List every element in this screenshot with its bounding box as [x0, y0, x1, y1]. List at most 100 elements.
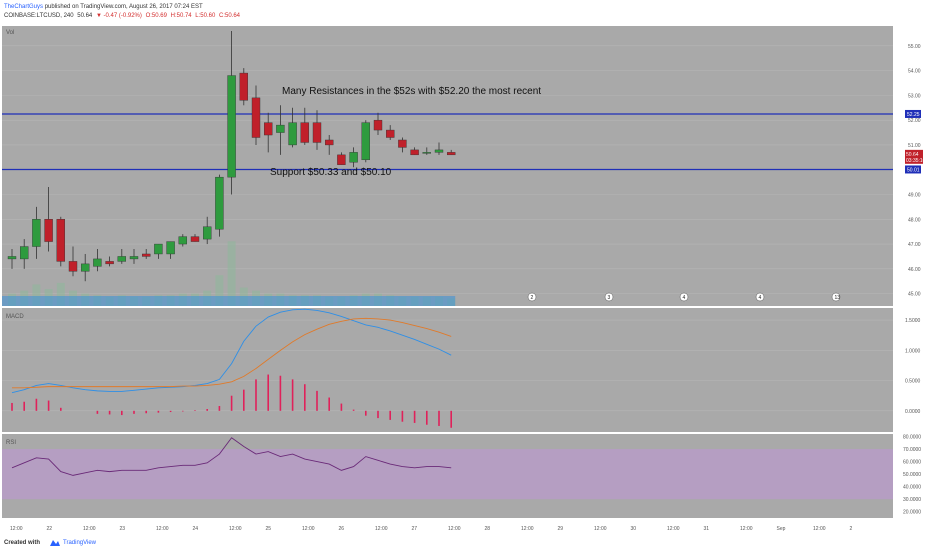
volume-bar: [56, 282, 65, 306]
created-with-label: Created with: [4, 540, 41, 546]
last-price-tag: [905, 149, 923, 158]
time-axis-label: 26: [339, 526, 345, 532]
volume-bar: [215, 275, 224, 306]
macd-pane-label: MACD: [6, 314, 24, 320]
candle-body[interactable]: [227, 75, 236, 178]
candle-body[interactable]: [202, 226, 212, 240]
volume-bar: [227, 241, 236, 306]
candle-body[interactable]: [7, 256, 17, 260]
rsi-band: [2, 449, 893, 500]
symbol-label: COINBASE:LTCUSD, 240: [4, 13, 74, 19]
event-marker-icon[interactable]: [755, 292, 765, 302]
candle-body[interactable]: [141, 253, 151, 257]
event-marker-icon[interactable]: [604, 292, 614, 302]
time-axis-label: 12:00: [448, 526, 461, 532]
rsi-tick-label: 70.0000: [903, 447, 921, 453]
author-link[interactable]: TheChartGuys: [4, 4, 44, 10]
candle-body[interactable]: [215, 176, 224, 230]
event-marker-icon[interactable]: [831, 292, 841, 302]
candle-body[interactable]: [373, 119, 383, 131]
last-price-label: 03:35:10: [906, 158, 926, 164]
candle-body[interactable]: [32, 219, 41, 247]
candle-body[interactable]: [264, 122, 273, 136]
candle-body[interactable]: [117, 256, 127, 262]
candle-body[interactable]: [288, 122, 297, 146]
macd-tick-label: 0.0000: [905, 409, 921, 415]
rsi-tick-label: 60.0000: [903, 460, 921, 466]
candle-body[interactable]: [239, 72, 249, 101]
rsi-axis-background: [893, 434, 932, 518]
price-tick-label: 46.00: [908, 267, 921, 273]
time-axis-label: 12:00: [594, 526, 607, 532]
event-marker-count: 3: [608, 295, 611, 301]
candle-body[interactable]: [56, 219, 65, 262]
candle-body[interactable]: [386, 129, 395, 138]
price-change: ▼ -0.47 (-0.92%): [95, 13, 142, 19]
chart-canvas[interactable]: 45.0046.0047.0048.0049.0050.0051.0052.00…: [0, 24, 932, 536]
event-marker-count: 2: [531, 295, 534, 301]
candle-body[interactable]: [178, 236, 188, 245]
event-marker-count: 4: [683, 295, 686, 301]
resistance-annotation: Many Resistances in the $52s with $52.20…: [282, 86, 541, 97]
publish-info: TheChartGuys published on TradingView.co…: [4, 3, 203, 11]
candle-body[interactable]: [190, 236, 200, 242]
rsi-tick-label: 30.0000: [903, 497, 921, 503]
candle-body[interactable]: [80, 263, 90, 272]
time-axis-label: Sep: [777, 526, 786, 532]
candle-body[interactable]: [337, 154, 346, 165]
candle-body[interactable]: [447, 152, 456, 156]
candle-body[interactable]: [20, 246, 29, 260]
last-price-label: 50.64: [906, 152, 919, 158]
price-tick-label: 52.00: [908, 118, 921, 124]
candle-body[interactable]: [349, 152, 358, 163]
tradingview-logo-icon: [50, 540, 60, 546]
candle-body[interactable]: [434, 149, 444, 153]
price-tick-label: 53.00: [908, 93, 921, 99]
candle-body[interactable]: [93, 258, 102, 267]
candle-body[interactable]: [276, 124, 285, 133]
time-axis-label: 22: [47, 526, 53, 532]
event-marker-icon[interactable]: [527, 292, 537, 302]
level-price-tag: [905, 109, 921, 118]
candle-body[interactable]: [105, 261, 114, 265]
time-axis-label: 23: [120, 526, 126, 532]
candle-body[interactable]: [422, 152, 431, 154]
chart-header: TheChartGuys published on TradingView.co…: [0, 0, 932, 24]
event-marker-icon[interactable]: [679, 292, 689, 302]
tradingview-brand[interactable]: TradingView: [63, 540, 97, 546]
rsi-tick-label: 40.0000: [903, 485, 921, 491]
candle-body[interactable]: [300, 122, 309, 143]
volume-bar: [32, 284, 41, 306]
time-axis-label: 12:00: [302, 526, 315, 532]
price-tick-label: 55.00: [908, 44, 921, 50]
last-price-tag: [905, 155, 923, 164]
candle-body[interactable]: [129, 256, 139, 260]
candle-body[interactable]: [44, 219, 53, 242]
time-axis-label: 12:00: [667, 526, 680, 532]
event-marker-count: 13: [835, 295, 841, 301]
chart-footer: Created with TradingView: [0, 536, 932, 550]
level-price-label: 52.25: [907, 112, 920, 118]
macd-tick-label: 1.5000: [905, 318, 921, 324]
low-value: L:50.60: [195, 13, 216, 19]
time-axis-label: 12:00: [375, 526, 388, 532]
rsi-line: [11, 437, 452, 476]
time-axis-label: 12:00: [83, 526, 96, 532]
published-text: published on TradingView.com, August 26,…: [44, 4, 203, 10]
candle-body[interactable]: [68, 261, 78, 272]
candle-body[interactable]: [325, 139, 334, 146]
macd-tick-label: 0.5000: [905, 379, 921, 385]
open-value: O:50.69: [145, 13, 167, 19]
candle-body[interactable]: [251, 97, 261, 138]
candle-body[interactable]: [410, 149, 419, 156]
candle-body[interactable]: [154, 243, 163, 255]
candle-body[interactable]: [166, 241, 175, 255]
candle-body[interactable]: [398, 139, 407, 148]
time-axis-label: 25: [266, 526, 272, 532]
price-tick-label: 48.00: [908, 217, 921, 223]
candle-body[interactable]: [312, 122, 322, 143]
time-axis-label: 12:00: [740, 526, 753, 532]
time-axis-label: 2: [850, 526, 853, 532]
time-axis-label: 29: [558, 526, 564, 532]
candle-body[interactable]: [361, 122, 370, 161]
